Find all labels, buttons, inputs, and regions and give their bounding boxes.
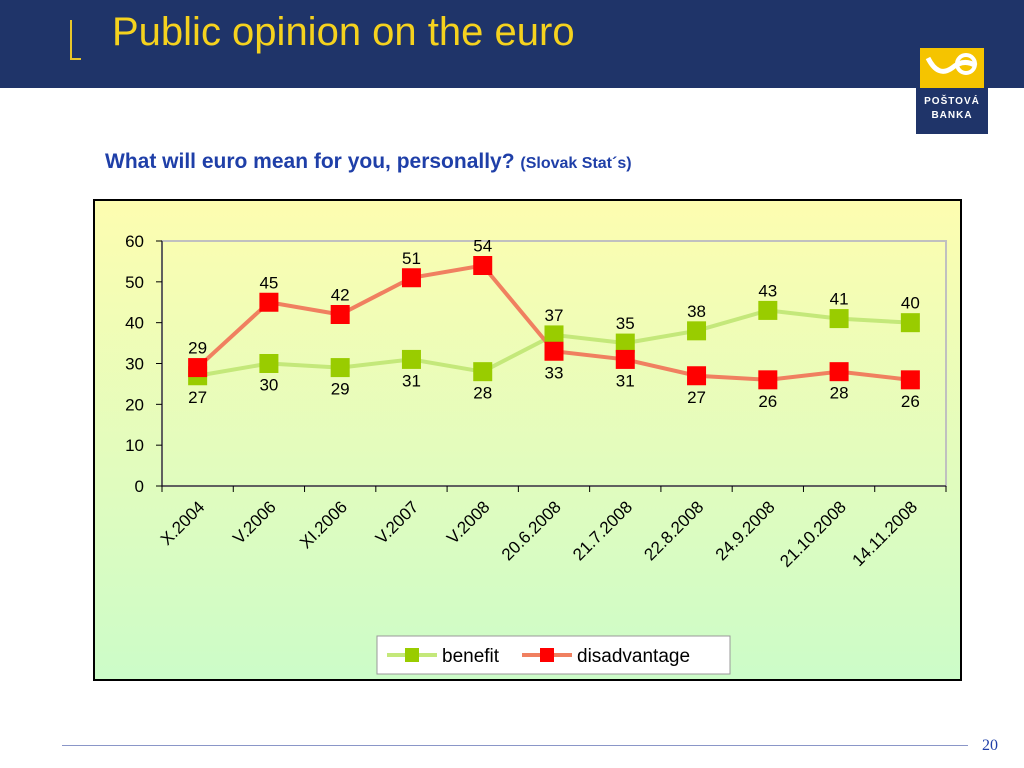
data-point-disadvantage <box>401 268 421 288</box>
data-label-benefit: 41 <box>830 290 849 309</box>
data-point-benefit <box>544 325 564 345</box>
data-label-benefit: 29 <box>331 380 350 399</box>
data-label-disadvantage: 26 <box>901 392 920 411</box>
x-tick-label: 22.8.2008 <box>640 497 707 564</box>
data-point-disadvantage <box>615 349 635 369</box>
posthorn-icon <box>920 48 984 88</box>
x-tick-label: V.2006 <box>229 497 279 547</box>
data-point-benefit <box>615 333 635 353</box>
data-label-disadvantage: 42 <box>331 286 350 305</box>
data-point-benefit <box>900 313 920 333</box>
header-bar <box>0 0 1024 88</box>
data-label-disadvantage: 29 <box>188 339 207 358</box>
y-tick-label: 20 <box>125 395 144 414</box>
footer-divider <box>62 745 968 746</box>
x-tick-label: 20.6.2008 <box>498 497 565 564</box>
data-label-benefit: 30 <box>259 376 278 395</box>
data-label-disadvantage: 26 <box>758 392 777 411</box>
data-label-disadvantage: 31 <box>616 371 635 390</box>
postova-banka-logo: POŠTOVÁ BANKA <box>916 44 988 134</box>
data-point-disadvantage <box>544 341 564 361</box>
logo-text-line1: POŠTOVÁ <box>924 96 980 107</box>
data-point-disadvantage <box>687 366 707 386</box>
data-label-benefit: 31 <box>402 371 421 390</box>
data-label-benefit: 28 <box>473 384 492 403</box>
y-tick-label: 50 <box>125 273 144 292</box>
x-tick-label: V.2008 <box>443 497 493 547</box>
data-label-disadvantage: 28 <box>830 384 849 403</box>
data-point-disadvantage <box>188 358 208 378</box>
y-tick-label: 10 <box>125 436 144 455</box>
title-bracket-decoration <box>70 20 81 60</box>
y-tick-label: 60 <box>125 232 144 251</box>
subtitle-question: What will euro mean for you, personally? <box>105 150 515 173</box>
data-point-benefit <box>330 358 350 378</box>
data-point-disadvantage <box>259 292 279 312</box>
data-label-benefit: 37 <box>545 306 564 325</box>
legend-label-disadvantage: disadvantage <box>577 646 690 667</box>
x-tick-label: 21.7.2008 <box>569 497 636 564</box>
data-label-benefit: 27 <box>188 388 207 407</box>
slide-title: Public opinion on the euro <box>112 10 575 54</box>
data-point-benefit <box>401 349 421 369</box>
x-tick-label: XI.2006 <box>296 497 351 552</box>
subtitle-source: (Slovak Stat´s) <box>520 155 632 172</box>
legend-marker-benefit <box>405 648 419 662</box>
page-number: 20 <box>982 737 998 754</box>
data-label-disadvantage: 54 <box>473 237 492 256</box>
data-point-benefit <box>687 321 707 341</box>
data-label-disadvantage: 27 <box>687 388 706 407</box>
data-point-disadvantage <box>900 370 920 390</box>
y-tick-label: 30 <box>125 355 144 374</box>
legend-marker-disadvantage <box>540 648 554 662</box>
data-label-disadvantage: 45 <box>259 273 278 292</box>
x-tick-label: V.2007 <box>372 497 422 547</box>
data-point-benefit <box>259 354 279 373</box>
chart-subtitle: What will euro mean for you, personally?… <box>105 150 632 174</box>
logo-text-line2: BANKA <box>931 110 973 121</box>
data-label-benefit: 40 <box>901 294 920 313</box>
chart-frame: 0 10 20 30 40 50 60 X.2004 V.2006 XI.2006 V.2007 V.… <box>93 199 962 681</box>
data-point-benefit <box>829 309 849 329</box>
line-chart: 0 10 20 30 40 50 60 X.2004 V.2006 XI.2006 V.2007 V.… <box>125 232 947 675</box>
data-point-disadvantage <box>758 370 778 390</box>
data-point-disadvantage <box>829 362 849 382</box>
legend-label-benefit: benefit <box>442 646 500 667</box>
data-point-disadvantage <box>330 305 350 324</box>
data-label-benefit: 38 <box>687 302 706 321</box>
x-tick-label: X.2004 <box>157 497 209 549</box>
data-label-benefit: 35 <box>616 314 635 333</box>
y-tick-label: 40 <box>125 314 144 333</box>
data-point-benefit <box>758 300 778 320</box>
data-label-disadvantage: 33 <box>545 363 564 382</box>
x-tick-label: 21.10.2008 <box>776 497 850 571</box>
data-label-benefit: 43 <box>758 281 777 300</box>
y-tick-label: 0 <box>135 477 144 496</box>
x-tick-label: 24.9.2008 <box>712 497 779 564</box>
data-point-benefit <box>473 362 493 382</box>
x-tick-label: 14.11.2008 <box>848 497 921 570</box>
data-label-disadvantage: 51 <box>402 249 421 268</box>
data-point-disadvantage <box>473 256 493 275</box>
